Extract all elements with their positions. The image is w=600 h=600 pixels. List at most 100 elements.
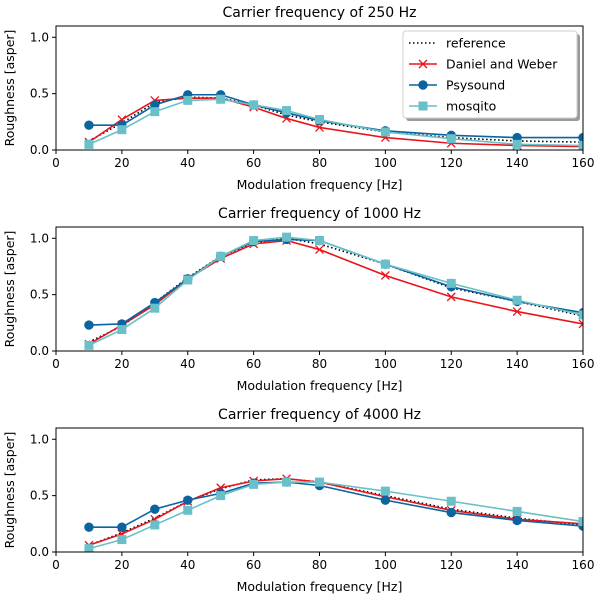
data-point — [84, 522, 94, 532]
y-tick-label: 1.0 — [30, 30, 49, 44]
y-tick-label: 0.5 — [30, 489, 49, 503]
data-point — [380, 259, 390, 269]
x-tick-label: 20 — [114, 156, 129, 170]
x-tick-label: 120 — [440, 156, 463, 170]
data-point — [282, 232, 292, 242]
y-tick-label: 0.5 — [30, 288, 49, 302]
data-point — [117, 125, 127, 135]
x-tick-label: 100 — [374, 156, 397, 170]
data-point — [183, 275, 193, 285]
series-line-mosqito — [88, 98, 583, 147]
x-tick-label: 40 — [180, 357, 195, 371]
data-point — [446, 496, 456, 506]
y-tick-label: 0.0 — [30, 344, 49, 358]
data-point — [282, 106, 292, 116]
chart-title: Carrier frequency of 250 Hz — [223, 5, 417, 21]
series-group — [84, 90, 583, 150]
series-line-reference — [88, 477, 583, 546]
data-point — [380, 495, 391, 505]
data-point — [578, 140, 583, 150]
y-axis-label: Roughness [asper] — [2, 231, 17, 348]
x-tick-label: 20 — [114, 558, 129, 572]
y-tick-label: 0.0 — [30, 143, 49, 157]
x-tick-label: 60 — [246, 156, 261, 170]
x-tick-label: 140 — [506, 156, 529, 170]
data-point — [150, 107, 160, 117]
x-tick-label: 60 — [246, 558, 261, 572]
y-tick-label: 1.0 — [30, 231, 49, 245]
x-tick-label: 40 — [180, 558, 195, 572]
data-point — [216, 491, 226, 501]
chart-title: Carrier frequency of 4000 Hz — [218, 407, 421, 423]
series-line-mosqito — [88, 236, 583, 347]
series-line-psysound — [88, 238, 583, 326]
x-tick-label: 160 — [572, 357, 595, 371]
data-point — [183, 95, 193, 105]
data-point — [578, 517, 583, 527]
series-line-daniel-and-weber — [88, 97, 583, 148]
x-tick-label: 0 — [52, 156, 60, 170]
data-point — [249, 100, 259, 110]
x-tick-label: 80 — [312, 357, 327, 371]
series-line-mosqito — [88, 481, 583, 550]
data-point — [216, 94, 226, 104]
legend-entry-label: Daniel and Weber — [446, 57, 558, 72]
x-tick-label: 0 — [52, 357, 60, 371]
data-point — [380, 271, 390, 280]
data-point — [315, 122, 324, 132]
data-point — [512, 139, 522, 149]
data-point — [380, 127, 390, 137]
data-point — [380, 486, 390, 496]
data-point — [150, 504, 160, 514]
data-point — [117, 325, 127, 335]
x-tick-label: 0 — [52, 558, 60, 572]
series-line-daniel-and-weber — [88, 477, 583, 546]
legend-marker — [418, 101, 428, 111]
legend-entry-label: Psysound — [446, 78, 505, 93]
series-line-psysound — [88, 93, 583, 139]
y-tick-label: 0.0 — [30, 545, 49, 559]
x-tick-label: 100 — [374, 357, 397, 371]
chart-title: Carrier frequency of 1000 Hz — [218, 206, 421, 222]
y-axis-label: Roughness [asper] — [2, 432, 17, 549]
data-point — [84, 340, 94, 350]
data-point — [315, 115, 324, 125]
x-tick-label: 60 — [246, 357, 261, 371]
data-point — [249, 236, 259, 246]
data-point — [578, 310, 583, 320]
x-tick-label: 20 — [114, 357, 129, 371]
y-axis-label: Roughness [asper] — [2, 30, 17, 147]
legend-entry-label: reference — [446, 36, 506, 51]
data-point — [512, 515, 522, 526]
x-tick-label: 80 — [312, 558, 327, 572]
x-tick-label: 120 — [440, 558, 463, 572]
legend-entry-label: mosqito — [446, 99, 496, 114]
data-point — [150, 303, 160, 313]
data-point — [117, 522, 127, 532]
x-tick-label: 140 — [506, 357, 529, 371]
x-tick-label: 120 — [440, 357, 463, 371]
data-point — [446, 278, 456, 288]
series-group — [84, 232, 583, 350]
subplot-2: Carrier frequency of 1000 Hz 0 20 40 60 80 100… — [2, 206, 594, 393]
series-group — [84, 474, 583, 552]
data-point — [183, 505, 193, 515]
data-point — [315, 236, 324, 246]
data-point — [315, 477, 324, 487]
data-point — [84, 139, 94, 149]
data-point — [84, 320, 94, 330]
data-point — [249, 479, 259, 489]
data-point — [578, 319, 583, 329]
data-point — [84, 120, 94, 130]
data-point — [150, 520, 160, 530]
data-point — [446, 507, 456, 518]
y-tick-label: 1.0 — [30, 432, 49, 446]
data-point — [512, 295, 522, 305]
x-axis-label: Modulation frequency [Hz] — [237, 177, 403, 192]
series-line-daniel-and-weber — [88, 239, 583, 345]
x-tick-label: 40 — [180, 156, 195, 170]
data-point — [512, 506, 522, 516]
data-point — [282, 477, 292, 487]
legend-box — [402, 30, 578, 119]
y-tick-label: 0.5 — [30, 87, 49, 101]
